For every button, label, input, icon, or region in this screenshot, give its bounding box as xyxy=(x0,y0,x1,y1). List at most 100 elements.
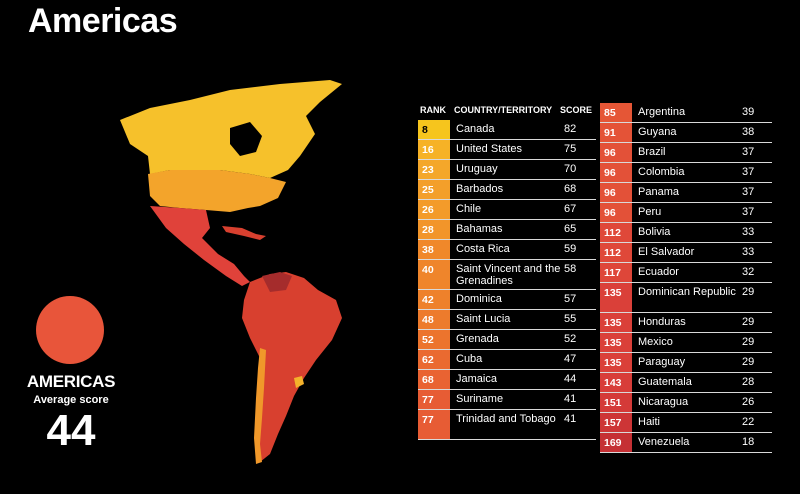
country-cell: Venezuela xyxy=(638,436,690,448)
header-score: SCORE xyxy=(560,105,593,115)
rank-cell: 96 xyxy=(600,163,632,182)
country-cell: Jamaica xyxy=(456,373,497,385)
country-cell: Dominica xyxy=(456,293,502,305)
rank-cell: 28 xyxy=(418,220,450,239)
table-row: 25 Barbados 68 xyxy=(418,180,596,200)
rank-cell: 68 xyxy=(418,370,450,389)
table-row: 117 Ecuador 32 xyxy=(600,263,772,283)
rank-table-left: RANK COUNTRY/TERRITORY SCORE 8 Canada 82 16… xyxy=(418,100,596,440)
rank-cell: 91 xyxy=(600,123,632,142)
rank-cell: 62 xyxy=(418,350,450,369)
country-cell: Ecuador xyxy=(638,266,679,278)
table-row: 38 Costa Rica 59 xyxy=(418,240,596,260)
table-row: 135 Paraguay 29 xyxy=(600,353,772,373)
country-cell: Suriname xyxy=(456,393,504,405)
table-row: 23 Uruguay 70 xyxy=(418,160,596,180)
table-body-left: 8 Canada 82 16 United States 75 23 Uruguay 70 25 B… xyxy=(418,120,596,440)
map-region-uruguay[interactable] xyxy=(294,376,304,388)
table-row: 48 Saint Lucia 55 xyxy=(418,310,596,330)
score-cell: 58 xyxy=(564,263,577,275)
country-cell: Guyana xyxy=(638,126,677,138)
table-row: 112 El Salvador 33 xyxy=(600,243,772,263)
rank-cell: 96 xyxy=(600,143,632,162)
score-cell: 33 xyxy=(742,226,755,238)
rank-cell: 117 xyxy=(600,263,632,282)
average-score-circle xyxy=(36,296,104,364)
score-cell: 29 xyxy=(742,356,755,368)
table-row: 52 Grenada 52 xyxy=(418,330,596,350)
country-cell: Saint Lucia xyxy=(456,313,511,325)
table-row: 68 Jamaica 44 xyxy=(418,370,596,390)
country-cell: El Salvador xyxy=(638,246,695,258)
rank-cell: 23 xyxy=(418,160,450,179)
score-cell: 82 xyxy=(564,123,577,135)
country-cell: Costa Rica xyxy=(456,243,510,255)
country-cell: Nicaragua xyxy=(638,396,689,408)
score-cell: 38 xyxy=(742,126,755,138)
score-cell: 52 xyxy=(564,333,577,345)
country-cell: Colombia xyxy=(638,166,685,178)
country-cell: Dominican Republic xyxy=(638,286,736,298)
table-row: 96 Colombia 37 xyxy=(600,163,772,183)
score-cell: 18 xyxy=(742,436,755,448)
country-cell: Peru xyxy=(638,206,662,218)
country-cell: Bolivia xyxy=(638,226,671,238)
table-row: 169 Venezuela 18 xyxy=(600,433,772,453)
country-cell: Argentina xyxy=(638,106,686,118)
rank-cell: 16 xyxy=(418,140,450,159)
country-cell: Grenada xyxy=(456,333,499,345)
page-title: Americas xyxy=(28,2,178,40)
score-cell: 26 xyxy=(742,396,755,408)
summary-average-label: Average score xyxy=(33,394,109,406)
map-region-venezuela[interactable] xyxy=(262,272,292,292)
rank-cell: 52 xyxy=(418,330,450,349)
rank-cell: 151 xyxy=(600,393,632,412)
americas-map xyxy=(120,80,342,464)
table-row: 96 Brazil 37 xyxy=(600,143,772,163)
country-cell: Haiti xyxy=(638,416,661,428)
rank-cell: 85 xyxy=(600,103,632,122)
score-cell: 29 xyxy=(742,316,755,328)
rank-cell: 135 xyxy=(600,283,632,312)
score-cell: 29 xyxy=(742,336,755,348)
table-row: 85 Argentina 39 xyxy=(600,103,772,123)
rank-cell: 25 xyxy=(418,180,450,199)
table-header: RANK COUNTRY/TERRITORY SCORE xyxy=(418,100,596,120)
map-region-united-states[interactable] xyxy=(148,170,286,212)
score-cell: 37 xyxy=(742,166,755,178)
score-cell: 39 xyxy=(742,106,755,118)
table-row: 135 Mexico 29 xyxy=(600,333,772,353)
map-caribbean-islands xyxy=(222,226,266,240)
score-cell: 47 xyxy=(564,353,577,365)
country-cell: Trinidad and Tobago xyxy=(456,413,556,425)
header-country: COUNTRY/TERRITORY xyxy=(454,105,553,115)
table-row: 157 Haiti 22 xyxy=(600,413,772,433)
score-cell: 57 xyxy=(564,293,577,305)
table-row: 96 Peru 37 xyxy=(600,203,772,223)
table-row: 42 Dominica 57 xyxy=(418,290,596,310)
rank-cell: 143 xyxy=(600,373,632,392)
country-cell: Barbados xyxy=(456,183,504,195)
country-cell: Mexico xyxy=(638,336,673,348)
table-row: 91 Guyana 38 xyxy=(600,123,772,143)
map-region-south-america[interactable] xyxy=(242,272,342,462)
score-cell: 37 xyxy=(742,186,755,198)
table-row: 26 Chile 67 xyxy=(418,200,596,220)
rank-cell: 135 xyxy=(600,353,632,372)
rank-cell: 157 xyxy=(600,413,632,432)
map-hudson-bay xyxy=(230,122,262,156)
rank-cell: 77 xyxy=(418,410,450,439)
country-cell: Uruguay xyxy=(456,163,498,175)
map-region-chile[interactable] xyxy=(254,348,266,464)
table-row: 96 Panama 37 xyxy=(600,183,772,203)
score-cell: 44 xyxy=(564,373,577,385)
country-cell: Saint Vincent and the Grenadines xyxy=(456,263,561,287)
score-cell: 37 xyxy=(742,146,755,158)
rank-cell: 96 xyxy=(600,183,632,202)
map-region-central-america[interactable] xyxy=(150,206,250,286)
rank-cell: 40 xyxy=(418,260,450,289)
rank-cell: 8 xyxy=(418,120,450,139)
table-row: 77 Suriname 41 xyxy=(418,390,596,410)
score-cell: 41 xyxy=(564,393,577,405)
table-row: 40 Saint Vincent and the Grenadines 58 xyxy=(418,260,596,290)
